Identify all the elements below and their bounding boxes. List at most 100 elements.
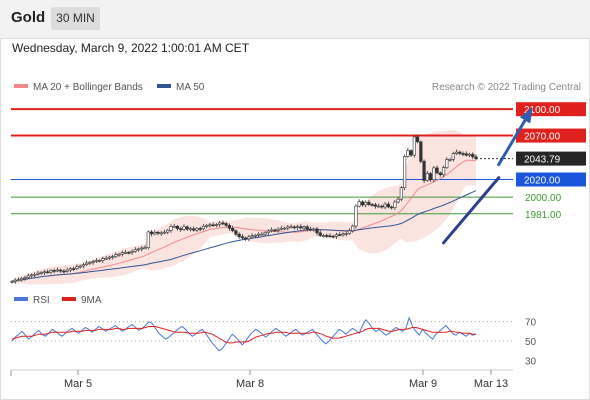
trendline-0 [442,176,501,245]
candle [72,268,76,270]
candle [370,204,374,206]
candle [263,232,267,235]
candle [85,262,89,265]
candle [159,232,163,235]
level-label-2070.00: 2070.00 [524,132,561,143]
candle [78,265,82,268]
candle [289,226,293,229]
candle [244,237,248,240]
candle [195,228,199,231]
candle [461,153,465,155]
candle [448,158,452,161]
x-axis-label-3: Mar 13 [474,378,508,390]
candle [441,167,446,176]
candle [114,254,118,257]
candle [302,226,306,229]
candle [198,228,202,230]
level-tag-2070.00 [516,128,586,143]
candle [409,150,413,156]
candle [88,262,92,264]
candle [224,223,228,226]
candle [351,225,355,232]
candle [377,205,381,208]
x-axis-label-1: Mar 8 [236,378,264,390]
candle [257,233,261,236]
legend-label-1: MA 50 [176,82,205,93]
candle [192,228,196,231]
candle [94,260,98,262]
candle [101,258,105,261]
level-label-2000.00: 2000.00 [525,193,562,204]
top-bar: Gold 30 MIN [0,0,590,39]
candle [341,233,345,236]
candle [458,151,462,154]
candle [62,270,66,273]
candle [354,205,358,227]
candle [295,226,300,228]
candle [415,136,420,143]
candle [380,205,384,208]
candle [172,225,176,228]
candle [282,227,287,230]
candle [42,271,47,274]
candle [357,201,361,207]
candle [406,150,410,157]
x-axis-label-0: Mar 5 [64,378,92,390]
candle [36,272,40,275]
candle [260,233,264,236]
candle [16,279,21,282]
candle [334,234,339,237]
candle [120,252,124,255]
candle [247,236,251,240]
candle [315,228,319,234]
projection-arrowhead [519,107,533,124]
candle [428,173,433,181]
candle [269,229,274,232]
candle [107,256,111,259]
candle [273,229,277,232]
level-label-2100.00: 2100.00 [524,105,561,116]
candle [308,228,313,231]
current-price-label: 2043.79 [524,155,561,166]
candle [419,141,423,162]
candle [338,234,342,236]
ma20-line [11,159,477,282]
candle [471,153,475,158]
level-tag-2020.00 [516,172,586,187]
level-tag-2100.00 [516,102,586,117]
candle [266,230,270,234]
candle [386,203,390,208]
candle [149,231,154,235]
candle [68,268,73,271]
candle [75,266,79,270]
timeframe-button[interactable]: 30 MIN [51,7,100,30]
candle [344,233,348,235]
instrument-title: Gold [11,9,46,26]
candle [360,201,365,206]
candle [367,201,371,205]
candle [218,222,222,225]
candle [127,252,131,254]
candle [169,226,173,231]
candle [175,225,180,229]
candle [390,206,394,209]
candle [153,231,157,235]
candle [136,248,141,251]
source-credit: Research © 2022 Trading Central [432,82,581,93]
candle [162,231,167,234]
candle [312,228,316,231]
candle [29,274,34,277]
rsi-ma9-line [11,326,476,344]
rsi-legend-label-0: RSI [33,295,50,306]
level-label-1981.00: 1981.00 [525,210,562,221]
candle [10,281,14,283]
legend-swatch-0 [14,84,28,88]
candle [166,229,170,233]
candle [373,204,378,207]
candle [26,275,30,278]
candle [321,235,326,237]
candle [438,172,442,176]
candle [253,234,257,237]
candle [399,187,403,200]
